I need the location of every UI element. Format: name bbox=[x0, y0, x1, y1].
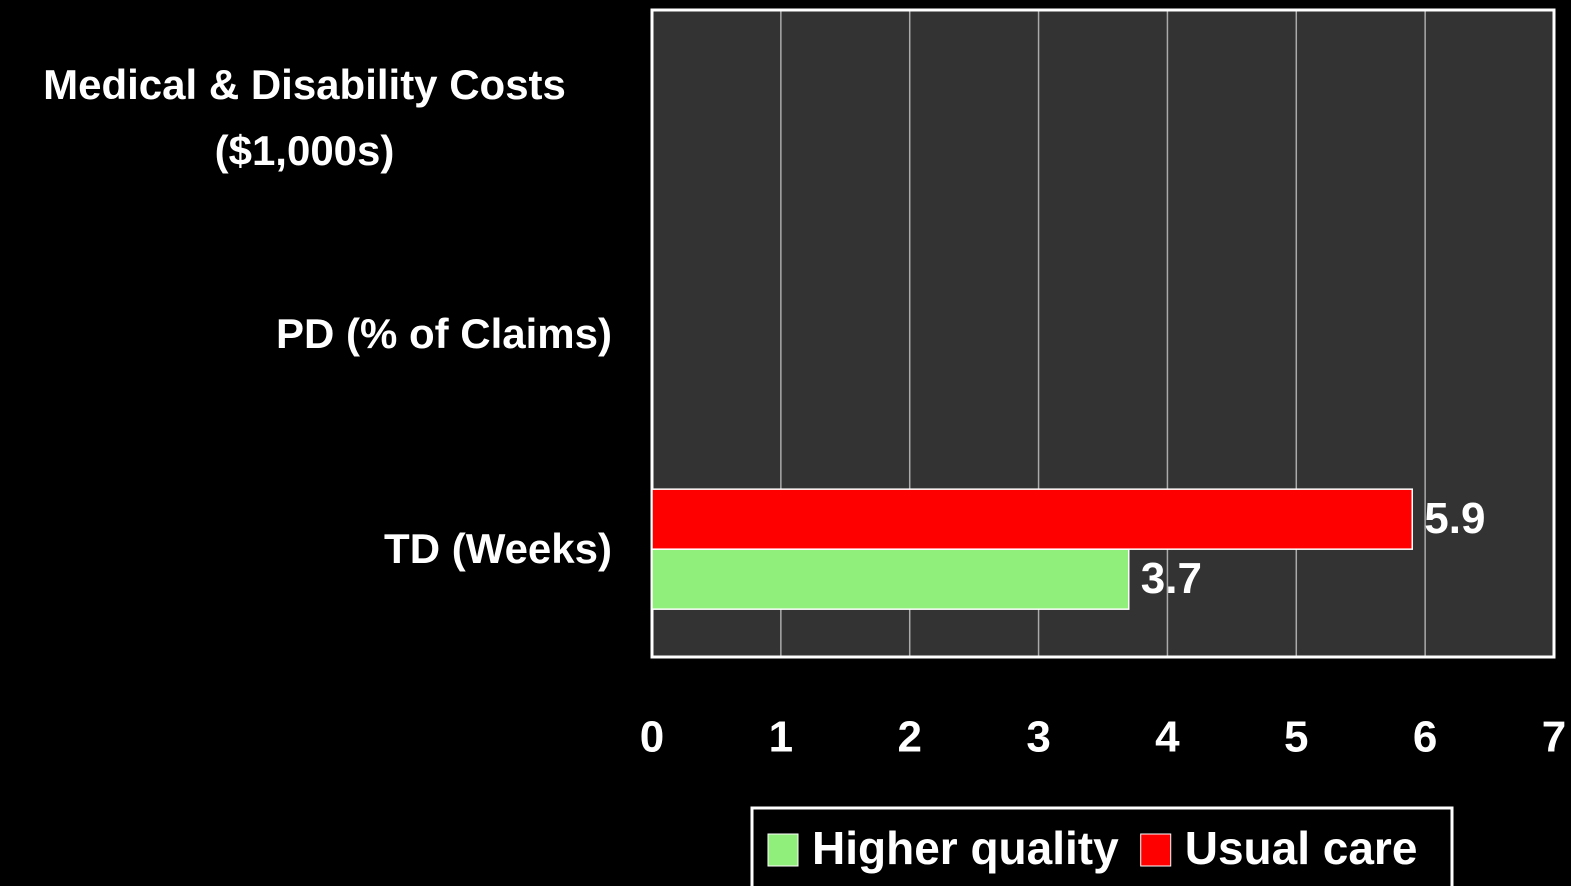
y-tick-label: PD (% of Claims) bbox=[275, 309, 612, 357]
x-tick-label: 7 bbox=[1542, 713, 1566, 762]
x-tick-label: 3 bbox=[1026, 713, 1050, 762]
legend-swatch bbox=[1140, 833, 1172, 867]
y-tick-label: Medical & Disability Costs ($1,000s) bbox=[43, 60, 566, 174]
x-tick-label: 2 bbox=[897, 713, 921, 762]
legend-label: Higher quality bbox=[812, 822, 1119, 874]
bar bbox=[651, 548, 1130, 610]
x-tick-label: 6 bbox=[1413, 713, 1437, 762]
legend-box bbox=[750, 806, 1454, 886]
x-tick-label: 1 bbox=[769, 713, 793, 762]
plot-border bbox=[650, 8, 1556, 659]
legend-swatch bbox=[767, 833, 799, 867]
legend-label: Usual care bbox=[1185, 822, 1418, 874]
x-tick-label: 5 bbox=[1284, 713, 1308, 762]
bar bbox=[651, 488, 1414, 550]
x-tick-label: 4 bbox=[1155, 713, 1180, 762]
data-label: 3.7 bbox=[1141, 554, 1202, 603]
x-tick-label: 0 bbox=[640, 713, 664, 762]
y-tick-label: TD (Weeks) bbox=[384, 525, 612, 573]
data-label: 5.9 bbox=[1424, 494, 1485, 543]
